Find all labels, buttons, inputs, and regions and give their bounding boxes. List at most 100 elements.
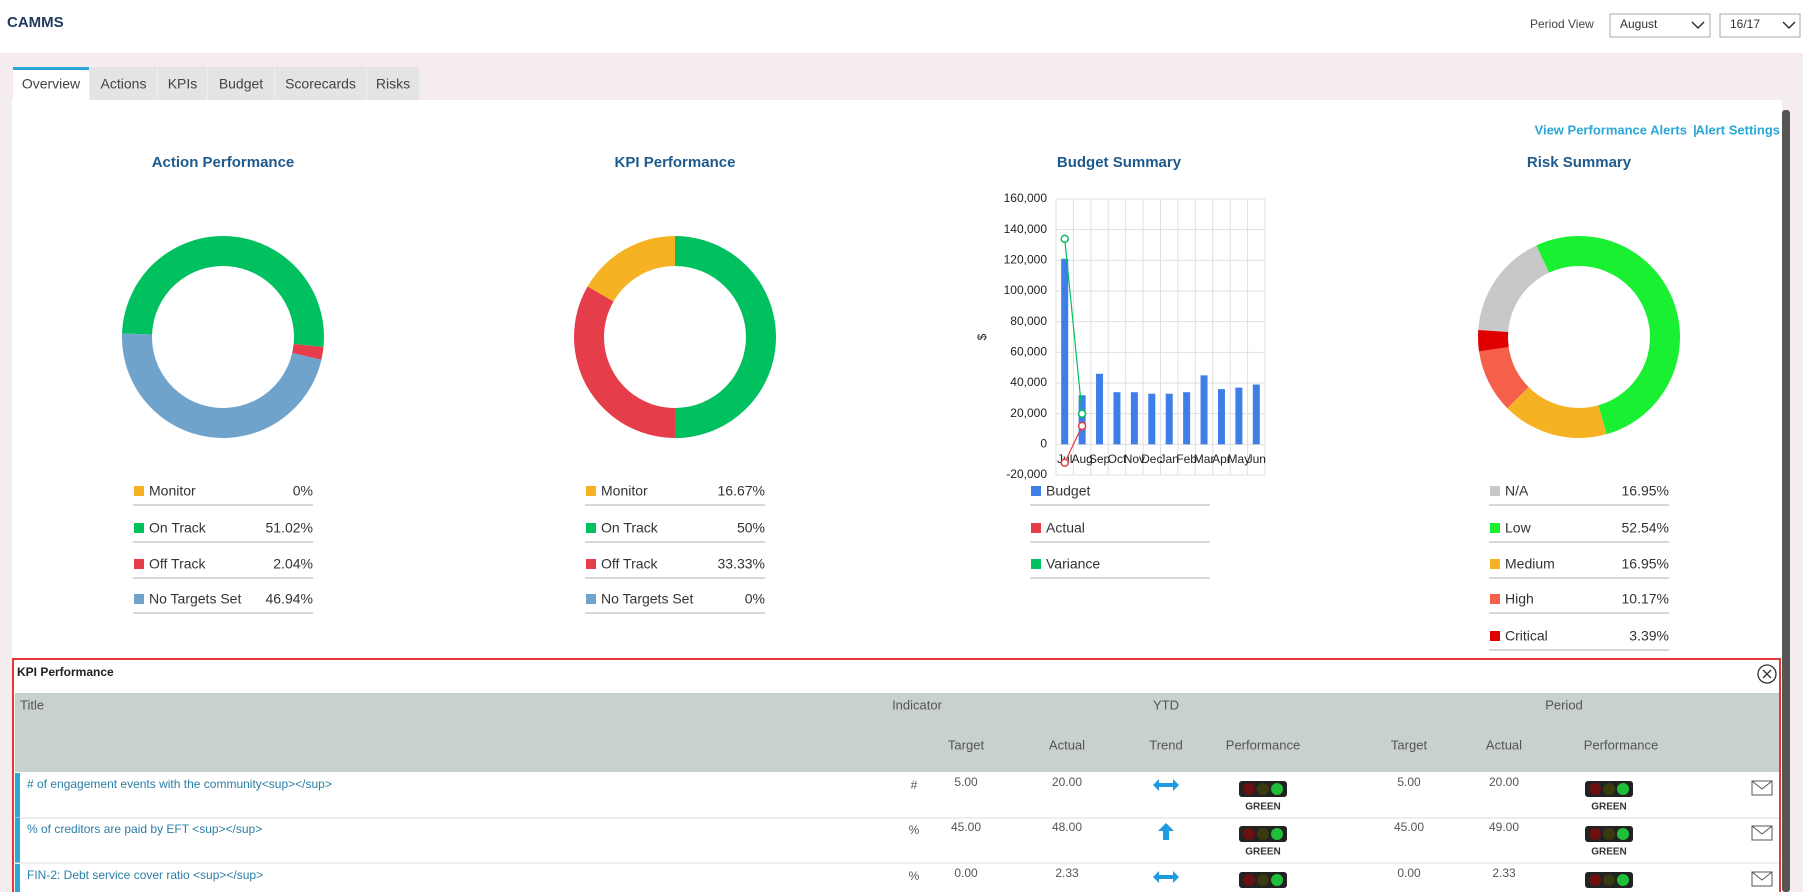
bar <box>1183 392 1191 445</box>
kpi-title[interactable]: % of creditors are paid by EFT <sup></su… <box>27 822 262 836</box>
legend-swatch <box>1490 486 1500 496</box>
legend-swatch <box>1490 559 1500 569</box>
select-value[interactable]: August <box>1620 17 1658 31</box>
tab[interactable] <box>158 67 207 100</box>
chart-title: Risk Summary <box>1527 154 1632 171</box>
light <box>1271 828 1283 840</box>
column-header: Target <box>948 737 985 752</box>
tab[interactable] <box>90 67 157 100</box>
period-label: Period View <box>1530 17 1594 31</box>
series-line <box>1064 425 1083 463</box>
x-tick-label: Feb <box>1176 452 1197 466</box>
tab-label[interactable]: Budget <box>219 76 263 92</box>
tab[interactable] <box>275 67 366 100</box>
tab[interactable] <box>13 67 89 100</box>
close-button[interactable] <box>1757 664 1777 684</box>
legend-label: Budget <box>1046 483 1090 499</box>
light <box>1589 828 1601 840</box>
tab-label[interactable]: Overview <box>22 76 81 92</box>
kpi-title[interactable]: # of engagement events with the communit… <box>27 777 332 791</box>
x-tick-label: Jan <box>1160 452 1179 466</box>
light <box>1603 783 1615 795</box>
column-header: Performance <box>1226 737 1300 752</box>
legend-value: 10.17% <box>1622 591 1669 607</box>
line-marker <box>1060 234 1069 244</box>
legend-value: 3.39% <box>1629 628 1669 644</box>
year-select[interactable]: 16/17 <box>1719 13 1801 38</box>
chevron <box>1782 21 1796 30</box>
column-header: Performance <box>1584 737 1658 752</box>
column-header: Actual <box>1486 737 1522 752</box>
legend-value: 2.04% <box>273 556 313 572</box>
legend-label: Low <box>1505 520 1532 536</box>
x-tick-label: May <box>1228 452 1251 466</box>
tab-label[interactable]: Actions <box>101 76 147 92</box>
light <box>1617 783 1629 795</box>
header-bar <box>0 0 1803 53</box>
row-accent <box>15 864 20 892</box>
kpi-title[interactable]: FIN-2: Debt service cover ratio <sup></s… <box>27 868 263 882</box>
tab-label[interactable]: Risks <box>376 76 410 92</box>
legend-label: Monitor <box>149 483 196 499</box>
donut-slice <box>674 236 776 438</box>
tab[interactable] <box>367 67 419 100</box>
column-header: Actual <box>1049 737 1085 752</box>
legend-value: 16.67% <box>718 483 765 499</box>
month-select[interactable]: August <box>1609 13 1711 38</box>
tab-label[interactable]: KPIs <box>168 76 198 92</box>
light <box>1257 874 1269 886</box>
y-tick-label: 20,000 <box>1010 406 1047 420</box>
select-box[interactable] <box>1609 13 1711 38</box>
cell-value: 49.00 <box>1489 820 1519 834</box>
tab[interactable] <box>208 67 274 100</box>
line-marker <box>1060 458 1069 467</box>
light <box>1257 828 1269 840</box>
legend-value: 51.02% <box>266 520 313 536</box>
x-tick-label: Aug <box>1071 452 1092 466</box>
legend-swatch <box>134 486 144 496</box>
legend-swatch <box>586 486 596 496</box>
bar <box>1113 392 1121 445</box>
cell-value: 45.00 <box>1394 820 1424 834</box>
y-tick-label: 60,000 <box>1010 345 1047 359</box>
select-value[interactable]: 16/17 <box>1730 17 1760 31</box>
group-header: Title <box>20 697 44 712</box>
performance-label: GREEN <box>1591 802 1627 813</box>
tab-bar: Overview Actions KPIs Budget Scorecards Risks <box>13 67 419 100</box>
legend-value: 52.54% <box>1622 520 1669 536</box>
scrollbar[interactable] <box>1782 110 1790 892</box>
donut-slice <box>1478 245 1550 333</box>
bar <box>1130 392 1138 445</box>
select-box[interactable] <box>1719 13 1801 38</box>
column-header: Trend <box>1149 737 1182 752</box>
close-x[interactable] <box>1762 669 1772 679</box>
alerts-link[interactable]: View Performance Alerts <box>1535 122 1687 137</box>
light <box>1243 783 1255 795</box>
y-tick-label: 160,000 <box>1004 191 1048 205</box>
legend-value: 16.95% <box>1622 556 1669 572</box>
trend-flat <box>1153 871 1179 883</box>
cell-value: 45.00 <box>951 820 981 834</box>
donut-slice <box>1477 329 1509 352</box>
table-header <box>15 693 1779 772</box>
trend-up <box>1158 823 1174 840</box>
bar <box>1252 384 1260 445</box>
legend-value: 0% <box>293 483 313 499</box>
donut-slice <box>573 286 675 438</box>
indicator: # <box>911 778 918 792</box>
light <box>1617 828 1629 840</box>
bar <box>1200 375 1208 445</box>
tab-label[interactable]: Scorecards <box>285 76 356 92</box>
legend-swatch <box>1490 523 1500 533</box>
y-tick-label: 120,000 <box>1004 253 1048 267</box>
legend-swatch <box>1490 594 1500 604</box>
legend-value: 33.33% <box>718 556 765 572</box>
y-tick-label: -20,000 <box>1006 467 1047 481</box>
legend-value: 46.94% <box>266 591 313 607</box>
y-tick-label: 40,000 <box>1010 375 1047 389</box>
x-tick-label: Nov <box>1124 452 1145 466</box>
alert-settings-link[interactable]: Alert Settings <box>1695 122 1780 137</box>
legend-value: 0% <box>745 591 765 607</box>
light <box>1271 783 1283 795</box>
x-tick-label: Dec <box>1141 452 1162 466</box>
